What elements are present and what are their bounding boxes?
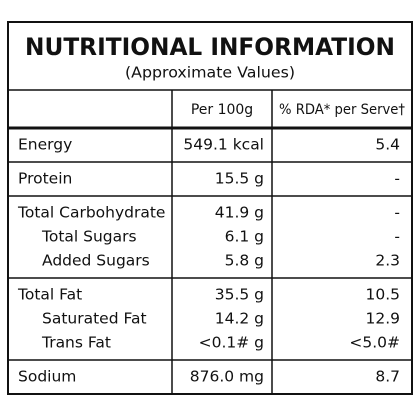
per-100g-value: 549.1 kcal <box>183 136 264 154</box>
nutrient-name: Total Fat <box>17 286 82 304</box>
per-100g-value: 6.1 g <box>225 228 264 246</box>
nutrient-name: Added Sugars <box>42 252 150 270</box>
column-header: % RDA* per Serve† <box>279 102 405 118</box>
rda-value: 5.4 <box>375 136 400 154</box>
rda-value: 12.9 <box>365 310 400 328</box>
rda-value: - <box>394 228 400 246</box>
title: NUTRITIONAL INFORMATION <box>25 33 395 61</box>
nutrient-name: Total Carbohydrate <box>17 204 165 222</box>
rda-value: <5.0# <box>349 334 400 352</box>
per-100g-value: 14.2 g <box>215 310 264 328</box>
per-100g-value: 41.9 g <box>215 204 264 222</box>
per-100g-value: 876.0 mg <box>190 368 264 386</box>
per-100g-value: 5.8 g <box>225 252 264 270</box>
nutrient-name: Total Sugars <box>41 228 137 246</box>
nutrient-name: Protein <box>18 170 72 188</box>
rda-value: 8.7 <box>375 368 400 386</box>
nutrient-name: Sodium <box>18 368 76 386</box>
nutrient-name: Trans Fat <box>41 334 111 352</box>
subtitle: (Approximate Values) <box>125 64 295 82</box>
outer-border <box>7 21 413 395</box>
nutrient-name: Energy <box>18 136 72 154</box>
rda-value: - <box>394 170 400 188</box>
per-100g-value: 35.5 g <box>215 286 264 304</box>
rda-value: - <box>394 204 400 222</box>
per-100g-value: <0.1# g <box>199 334 264 352</box>
per-100g-value: 15.5 g <box>215 170 264 188</box>
rda-value: 10.5 <box>365 286 400 304</box>
column-header: Per 100g <box>191 102 253 118</box>
nutrient-name: Saturated Fat <box>42 310 147 328</box>
rda-value: 2.3 <box>375 252 400 270</box>
